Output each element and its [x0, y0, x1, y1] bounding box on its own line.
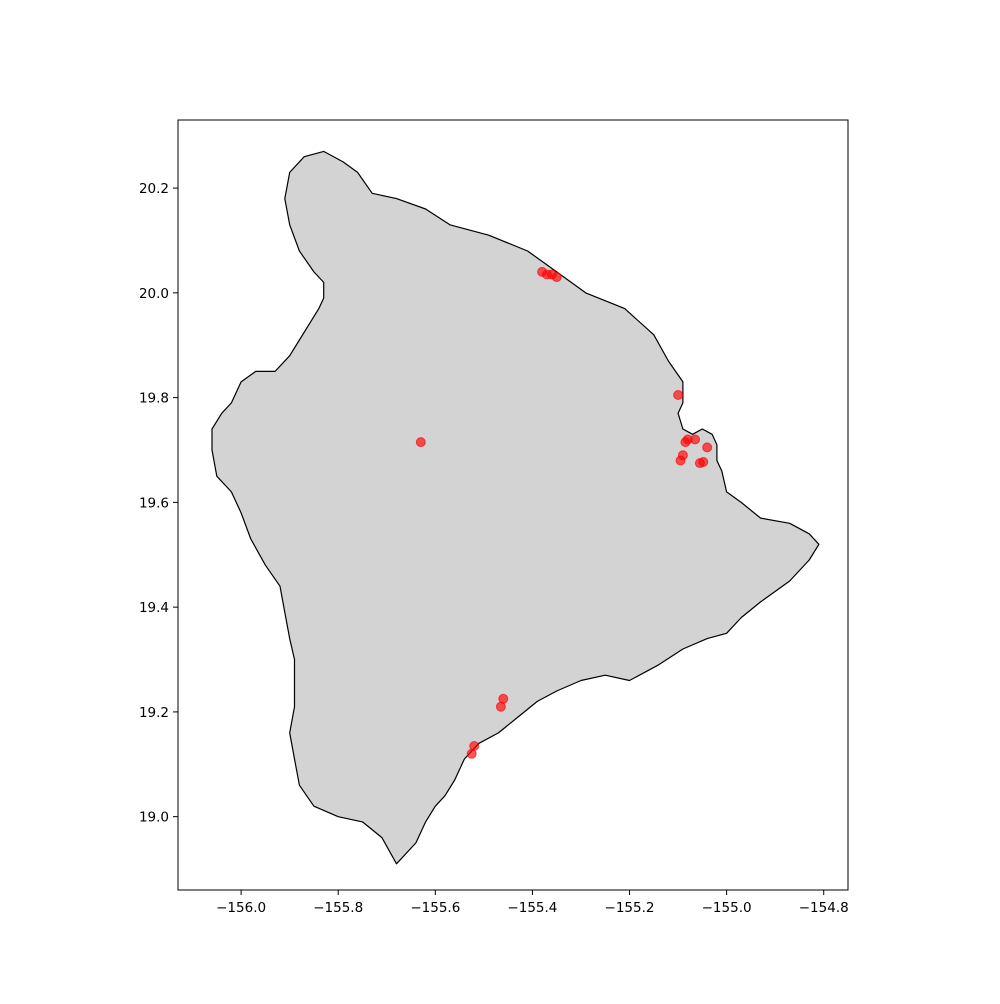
y-tick-label: 20.0: [139, 286, 169, 302]
data-point: [415, 437, 426, 448]
x-tick-label: −154.8: [799, 900, 849, 916]
data-point: [690, 434, 701, 445]
y-axis: 19.0 19.2 19.4 19.6 19.8 20.0 20.2: [139, 181, 178, 826]
x-tick-label: −155.6: [410, 900, 460, 916]
x-axis: −156.0 −155.8 −155.6 −155.4 −155.2 −155.0 −154…: [216, 890, 849, 916]
y-tick-label: 19.8: [139, 391, 169, 407]
x-tick-label: −155.0: [702, 900, 752, 916]
island-landmass: [211, 150, 820, 865]
plot-area: [211, 150, 820, 865]
y-tick-label: 19.0: [139, 810, 169, 826]
data-point: [675, 455, 686, 466]
points-layer: [415, 266, 713, 759]
data-point: [551, 272, 562, 283]
y-tick-label: 20.2: [139, 181, 169, 197]
data-point: [702, 442, 713, 453]
data-point: [680, 437, 691, 448]
data-point: [495, 701, 506, 712]
axes-frame: [177, 119, 849, 891]
y-tick-label: 19.4: [139, 600, 169, 616]
x-tick-label: −156.0: [216, 900, 266, 916]
y-tick-label: 19.2: [139, 705, 169, 721]
x-tick-label: −155.2: [605, 900, 655, 916]
data-point: [698, 457, 709, 467]
x-tick-label: −155.4: [507, 900, 557, 916]
x-tick-label: −155.8: [313, 900, 363, 916]
data-point: [466, 748, 477, 759]
data-point: [673, 390, 684, 400]
y-tick-label: 19.6: [139, 495, 169, 511]
